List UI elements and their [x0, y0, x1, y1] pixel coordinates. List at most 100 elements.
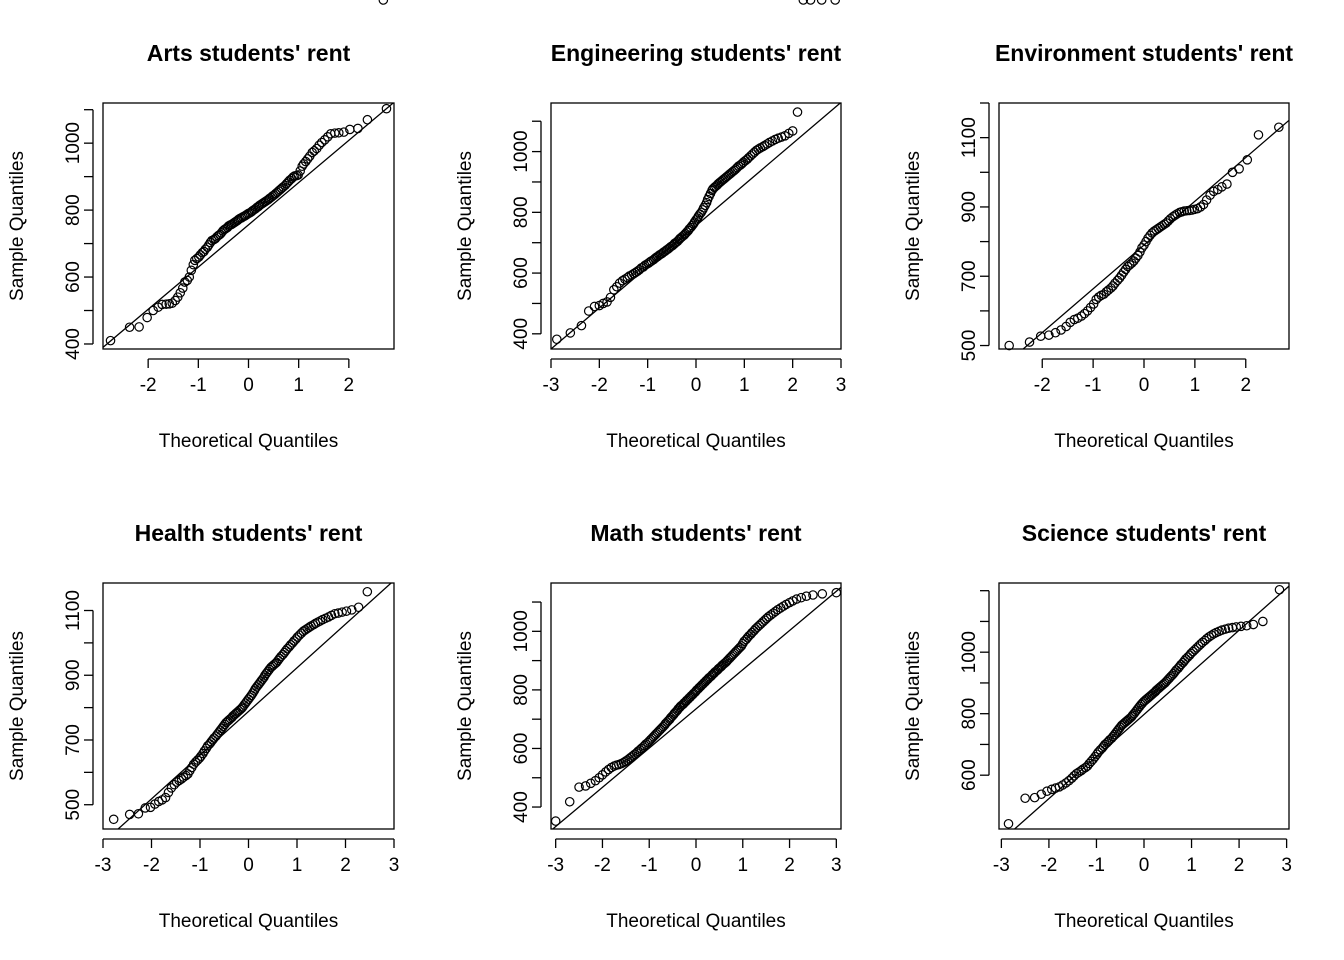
data-point: [198, 748, 208, 759]
qq-panel: Engineering students' rent Theoretical Qu…: [455, 0, 846, 452]
x-axis-label: Theoretical Quantiles: [606, 431, 786, 452]
data-point: [609, 284, 619, 295]
qq-panel: Environment students' rent Theoretical Qu…: [903, 40, 1293, 452]
x-axis-label: Theoretical Quantiles: [606, 911, 786, 932]
data-point: [353, 602, 364, 613]
x-axis-label: Theoretical Quantiles: [1054, 431, 1234, 452]
x-tick-label: 2: [784, 855, 795, 876]
y-tick-label: 400: [511, 318, 532, 350]
x-tick-label: 3: [389, 855, 400, 876]
x-tick-label: -2: [1040, 855, 1057, 876]
plot-frame: [550, 582, 842, 830]
data-point: [341, 606, 352, 616]
reference-line: [117, 583, 393, 829]
data-point: [330, 608, 340, 619]
x-tick-label: 2: [787, 375, 798, 396]
data-point: [1061, 778, 1071, 788]
data-point: [1044, 330, 1054, 340]
chart-title: Engineering students' rent: [551, 40, 842, 66]
data-point: [197, 247, 208, 258]
y-tick-label: 800: [63, 194, 84, 226]
x-axis-label: Theoretical Quantiles: [159, 431, 339, 452]
data-point: [1195, 202, 1206, 212]
data-point: [202, 242, 213, 253]
data-point: [1201, 633, 1212, 644]
data-point: [313, 617, 323, 627]
sample-points: [550, 587, 842, 826]
data-point: [315, 616, 326, 626]
data-point: [564, 796, 575, 807]
data-point: [762, 139, 772, 149]
data-point: [302, 154, 313, 164]
data-point: [319, 135, 330, 145]
data-point: [160, 792, 171, 803]
x-tick-label: -2: [140, 375, 157, 396]
data-point: [177, 283, 188, 293]
x-tick-label: 3: [831, 855, 842, 876]
data-point: [1104, 735, 1115, 745]
sample-points: [105, 103, 392, 346]
data-point: [742, 154, 753, 164]
data-point: [1050, 327, 1061, 338]
y-tick-label: 900: [959, 191, 980, 223]
x-tick-label: -2: [594, 855, 611, 876]
y-tick-label: 900: [63, 659, 84, 691]
data-point: [749, 625, 759, 636]
data-point: [166, 783, 177, 793]
x-tick-label: 0: [691, 855, 702, 876]
x-tick-label: 1: [739, 375, 750, 396]
sample-points: [551, 0, 840, 345]
x-tick-label: -3: [547, 855, 564, 876]
x-tick-label: 0: [1139, 855, 1150, 876]
data-point: [1020, 793, 1030, 804]
data-point: [1222, 179, 1232, 189]
x-tick-label: -3: [543, 375, 560, 396]
y-tick-label: 700: [63, 724, 84, 756]
x-tick-label: -1: [1085, 375, 1102, 396]
data-point: [792, 107, 803, 117]
data-point: [1098, 741, 1109, 752]
y-tick-label: 1000: [959, 631, 980, 673]
data-point: [347, 605, 357, 615]
qq-panel: Health students' rent Theoretical Quantil…: [7, 0, 399, 932]
data-point: [805, 0, 816, 5]
data-point: [551, 334, 562, 345]
y-tick-label: 500: [63, 789, 84, 821]
y-tick-label: 500: [959, 330, 980, 362]
data-point: [1217, 182, 1227, 192]
x-axis-label: Theoretical Quantiles: [159, 911, 339, 932]
data-point: [1085, 302, 1096, 313]
data-point: [1064, 775, 1074, 786]
data-point: [759, 140, 770, 151]
y-axis-label: Sample Quantiles: [903, 631, 924, 781]
data-point: [1036, 789, 1047, 800]
data-point: [747, 627, 757, 638]
y-tick-label: 1000: [511, 130, 532, 172]
data-point: [1241, 620, 1252, 631]
x-axis-label: Theoretical Quantiles: [1054, 911, 1234, 932]
y-axis-label: Sample Quantiles: [903, 151, 924, 301]
data-point: [362, 114, 373, 125]
y-tick-label: 400: [511, 791, 532, 823]
data-point: [278, 182, 288, 192]
data-point: [142, 312, 152, 323]
data-point: [362, 586, 373, 597]
y-tick-label: 600: [511, 733, 532, 765]
y-tick-label: 600: [959, 759, 980, 791]
data-point: [1103, 736, 1114, 747]
data-point: [124, 322, 135, 333]
x-tick-label: 2: [1234, 855, 1245, 876]
x-tick-label: 1: [737, 855, 748, 876]
data-point: [1231, 622, 1242, 632]
y-tick-label: 1100: [959, 117, 980, 158]
x-tick-label: -2: [591, 375, 608, 396]
data-point: [1071, 768, 1082, 779]
y-tick-label: 1000: [63, 122, 84, 164]
chart-title: Math students' rent: [590, 520, 802, 546]
chart-title: Arts students' rent: [147, 40, 351, 66]
chart-title: Science students' rent: [1022, 520, 1267, 546]
data-point: [574, 782, 584, 792]
data-point: [830, 0, 840, 5]
data-point: [171, 777, 182, 787]
qq-panel: Arts students' rent Theoretical Quantiles…: [7, 40, 395, 452]
